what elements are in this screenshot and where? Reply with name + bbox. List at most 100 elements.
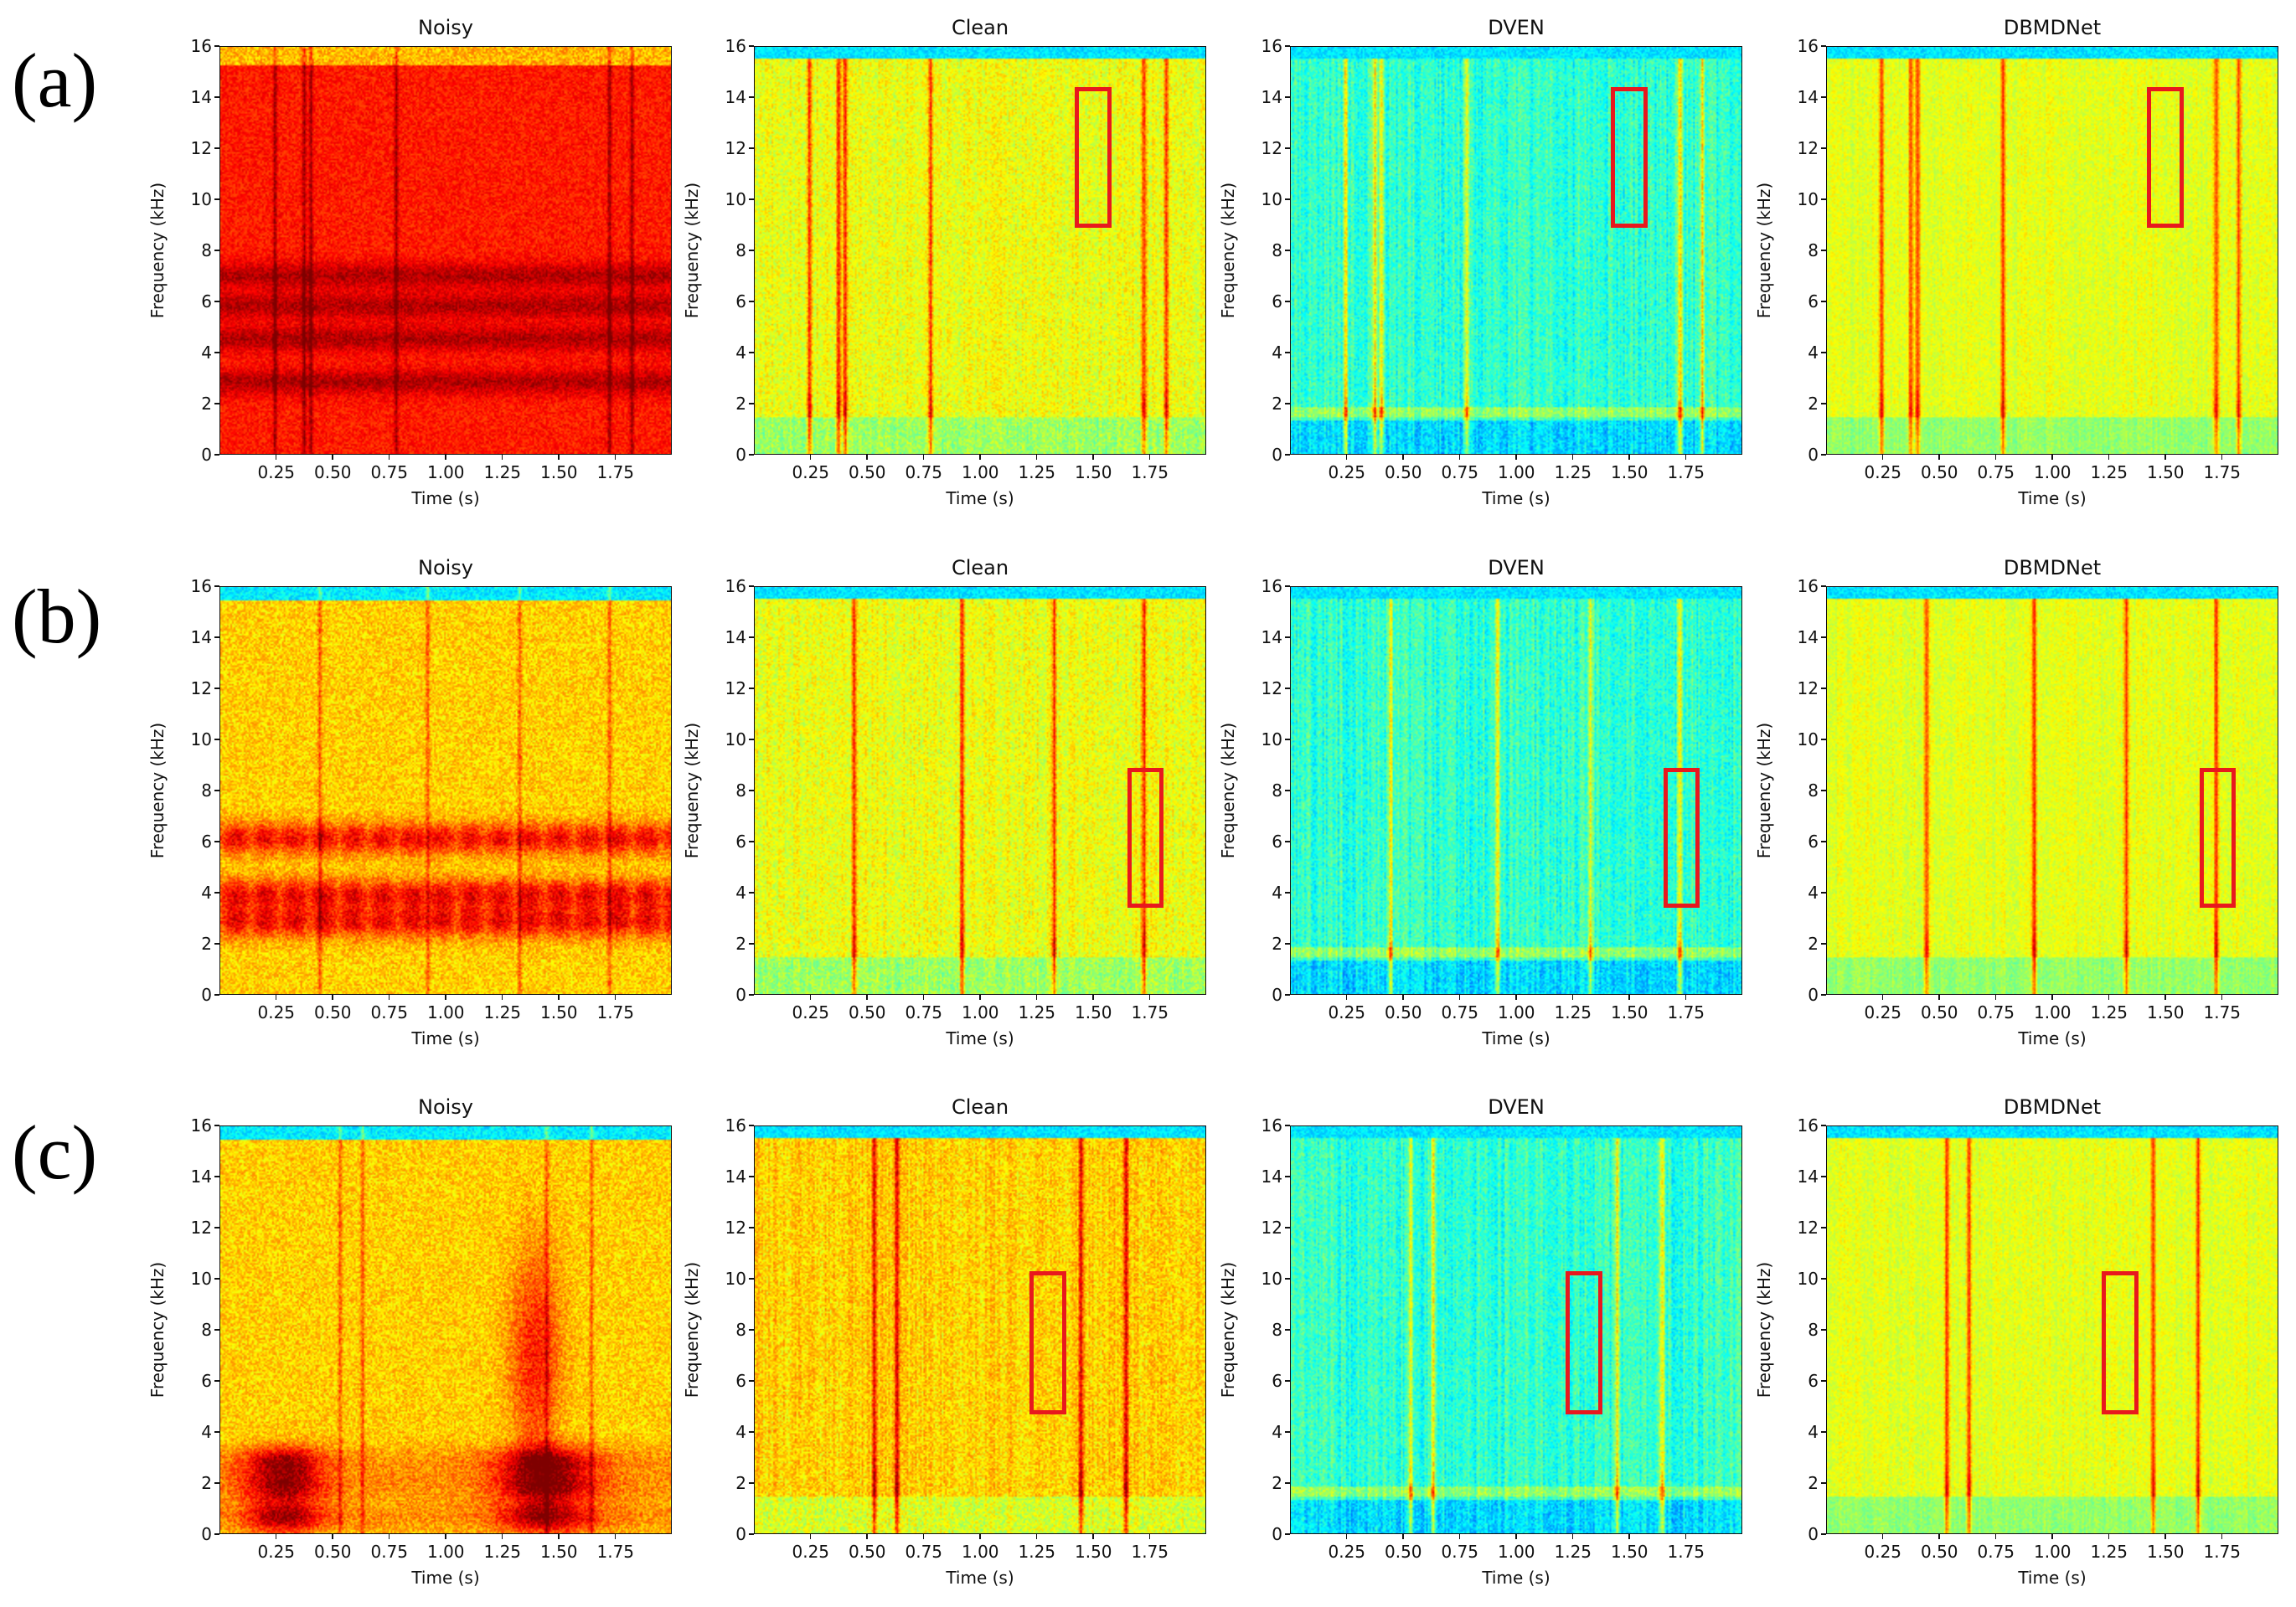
x-tick-mark — [2108, 455, 2110, 460]
x-tick-mark — [1515, 1534, 1517, 1539]
y-tick-mark — [1821, 1278, 1826, 1280]
x-axis-label: Time (s) — [2018, 1028, 2087, 1048]
y-tick-label: 0 — [1272, 985, 1282, 1005]
y-tick-label: 14 — [1261, 627, 1282, 647]
y-tick-mark — [214, 892, 219, 894]
panel-title: Clean — [951, 556, 1009, 579]
x-tick-label: 1.00 — [962, 462, 999, 482]
x-tick-mark — [866, 455, 868, 460]
row-label: (b) — [12, 574, 102, 659]
x-tick-mark — [614, 455, 617, 460]
y-tick-mark — [749, 943, 754, 945]
y-tick-label: 14 — [1797, 1167, 1819, 1187]
x-tick-mark — [275, 455, 277, 460]
y-tick-mark — [214, 1125, 219, 1126]
x-axis-label: Time (s) — [1482, 1568, 1550, 1588]
y-tick-label: 2 — [735, 934, 746, 954]
panel-title: Clean — [951, 1095, 1009, 1119]
spectrogram-plot — [219, 46, 672, 455]
x-tick-mark — [2108, 1534, 2110, 1539]
x-tick-label: 0.50 — [1921, 462, 1958, 482]
y-tick-label: 8 — [1808, 780, 1819, 801]
y-tick-mark — [214, 994, 219, 996]
x-tick-label: 1.75 — [2203, 1002, 2242, 1022]
y-tick-label: 10 — [1261, 189, 1282, 209]
x-tick-mark — [1571, 1534, 1574, 1539]
y-tick-mark — [749, 45, 754, 47]
y-axis-label: Frequency (kHz) — [1218, 182, 1238, 319]
y-tick-mark — [1285, 250, 1290, 251]
y-tick-label: 0 — [201, 1524, 212, 1544]
y-tick-mark — [1285, 841, 1290, 842]
x-tick-label: 0.75 — [370, 1542, 409, 1562]
y-tick-label: 4 — [201, 343, 212, 363]
x-tick-mark — [979, 1534, 981, 1539]
x-tick-mark — [1994, 995, 1997, 1000]
y-tick-mark — [749, 1380, 754, 1382]
x-tick-label: 1.00 — [2034, 1002, 2072, 1022]
y-tick-label: 16 — [1797, 1115, 1819, 1136]
x-tick-mark — [558, 1534, 560, 1539]
x-tick-mark — [1402, 455, 1404, 460]
x-tick-mark — [1685, 995, 1687, 1000]
x-tick-mark — [979, 455, 981, 460]
y-tick-mark — [749, 739, 754, 740]
y-tick-label: 4 — [735, 883, 746, 903]
x-tick-mark — [1685, 455, 1687, 460]
y-tick-label: 2 — [1808, 1473, 1819, 1493]
x-axis-label: Time (s) — [946, 1028, 1014, 1048]
y-tick-label: 6 — [1808, 832, 1819, 852]
x-tick-mark — [2221, 995, 2223, 1000]
x-tick-label: 1.75 — [1667, 462, 1705, 482]
y-axis-label: Frequency (kHz) — [682, 722, 702, 859]
y-tick-label: 0 — [201, 985, 212, 1005]
y-tick-label: 12 — [190, 678, 212, 698]
y-tick-label: 8 — [735, 240, 746, 260]
y-tick-label: 14 — [1261, 1167, 1282, 1187]
x-tick-mark — [1628, 995, 1630, 1000]
y-tick-label: 2 — [201, 1473, 212, 1493]
y-tick-label: 12 — [1797, 1218, 1819, 1238]
x-tick-mark — [1402, 1534, 1404, 1539]
x-tick-mark — [332, 1534, 333, 1539]
y-tick-label: 2 — [735, 1473, 746, 1493]
x-tick-label: 0.75 — [905, 1002, 943, 1022]
x-tick-label: 0.50 — [1385, 1542, 1422, 1562]
x-tick-label: 1.00 — [1498, 1542, 1535, 1562]
x-tick-label: 1.50 — [2147, 1002, 2185, 1022]
y-tick-label: 12 — [725, 138, 746, 158]
y-tick-mark — [214, 1431, 219, 1433]
y-tick-label: 8 — [1808, 240, 1819, 260]
x-tick-label: 1.75 — [596, 462, 635, 482]
panel-title: Noisy — [417, 556, 473, 579]
y-tick-label: 2 — [1808, 934, 1819, 954]
y-tick-mark — [214, 1533, 219, 1535]
y-tick-mark — [1285, 739, 1290, 740]
y-tick-mark — [214, 1380, 219, 1382]
x-tick-label: 1.50 — [1611, 462, 1648, 482]
y-tick-mark — [214, 454, 219, 456]
y-tick-mark — [1821, 1380, 1826, 1382]
x-tick-mark — [1458, 1534, 1461, 1539]
y-tick-label: 16 — [1261, 576, 1282, 596]
panel-title: DBMDNet — [2003, 16, 2102, 39]
x-tick-mark — [1035, 1534, 1038, 1539]
x-tick-mark — [2051, 995, 2053, 1000]
y-tick-mark — [749, 1533, 754, 1535]
x-tick-mark — [1628, 455, 1630, 460]
y-tick-mark — [749, 1227, 754, 1228]
y-tick-label: 4 — [735, 1422, 746, 1442]
y-tick-label: 0 — [1272, 1524, 1282, 1544]
x-tick-label: 1.75 — [2203, 462, 2242, 482]
y-tick-label: 10 — [1797, 1269, 1819, 1289]
y-tick-mark — [1821, 892, 1826, 894]
y-tick-mark — [214, 403, 219, 404]
y-tick-mark — [214, 739, 219, 740]
y-tick-label: 6 — [201, 1371, 212, 1391]
y-tick-label: 0 — [735, 1524, 746, 1544]
panel-title: Noisy — [417, 16, 473, 39]
y-tick-label: 14 — [190, 87, 212, 107]
y-tick-mark — [749, 1125, 754, 1126]
y-axis-label: Frequency (kHz) — [147, 1261, 168, 1398]
roi-box — [1075, 86, 1112, 228]
